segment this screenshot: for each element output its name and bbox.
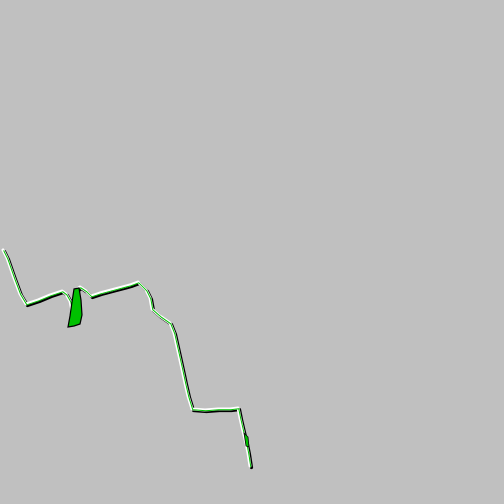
route-area-feature xyxy=(67,287,83,328)
route-layer xyxy=(1,248,254,470)
route-line xyxy=(3,250,252,468)
route-small-feature xyxy=(243,431,250,448)
